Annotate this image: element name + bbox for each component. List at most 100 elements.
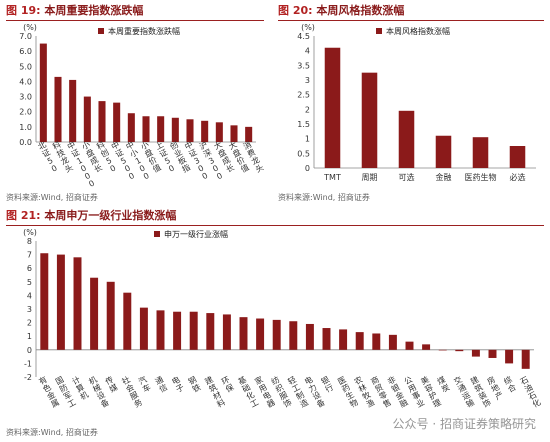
unit-label: (%)	[301, 23, 315, 32]
x-tick-label: 中证1000	[65, 139, 97, 190]
bar	[201, 120, 209, 142]
chart-title: 图 20: 本周风格指数涨幅	[278, 2, 404, 19]
bar-chart-fig21: (%) -2 -1 0 1 2 3 4 5 6 7 8 申万一级行业涨幅有色金属国防军工计算机机械设备传…	[23, 228, 542, 409]
unit-label: (%)	[23, 23, 37, 32]
y-tick-label: 0.0	[19, 138, 32, 147]
y-tick-label: -2	[24, 373, 32, 382]
x-tick-label: 建筑材料	[203, 374, 227, 409]
bar	[157, 116, 165, 142]
bar	[189, 311, 198, 350]
bar	[398, 110, 415, 168]
x-tick-label: 北证50	[37, 140, 60, 174]
y-tick-label: 0	[305, 164, 310, 173]
x-tick-label: 可选	[399, 172, 415, 182]
figure-label: 图 20:	[278, 4, 313, 17]
title-rule	[6, 20, 264, 21]
bar	[521, 349, 530, 369]
bar	[73, 257, 82, 350]
y-tick-label: 4.0	[19, 77, 32, 86]
x-tick-label: 小盘成长	[81, 140, 104, 174]
x-tick-label: 公用事业	[403, 375, 426, 409]
x-tick-label: 科技龙头	[51, 139, 75, 174]
bar	[222, 314, 231, 350]
y-tick-label: 3.0	[19, 93, 32, 102]
x-tick-label: 医药生物	[336, 375, 359, 409]
y-tick-label: 1.0	[19, 123, 32, 132]
y-tick-label: 3.5	[297, 61, 310, 70]
x-tick-label: 必选	[510, 172, 526, 182]
y-tick-label: 7	[27, 251, 32, 260]
bar	[256, 318, 265, 350]
x-tick-label: 钢铁	[186, 374, 202, 394]
chart-panel-fig20: 图 20: 本周风格指数涨幅 (%) 0 0.5 1 1.5 2 2.5 3 3.5 4 4.5 本周…	[278, 2, 544, 202]
bar	[69, 79, 77, 142]
bar	[245, 126, 253, 142]
legend-swatch	[154, 231, 160, 237]
figure-label: 图 19:	[6, 4, 41, 17]
x-tick-label: 美容护理	[419, 374, 443, 409]
bar	[39, 43, 47, 142]
chart-title: 图 19: 本周重要指数涨跌幅	[6, 2, 143, 19]
legend-label: 本周重要指数涨跌幅	[108, 26, 180, 36]
x-tick-label: 房地产	[485, 374, 505, 402]
x-tick-label: 交通运输	[452, 374, 476, 409]
bar	[388, 334, 397, 350]
unit-label: (%)	[23, 228, 37, 237]
bar	[422, 344, 431, 350]
bar	[186, 119, 194, 142]
x-tick-label: 轻工制造	[286, 374, 310, 409]
bar	[324, 47, 341, 168]
bar-chart-fig19: (%) 0.0 1.0 2.0 3.0 4.0 5.0 6.0 7.0 本周重要指数涨跌幅北证50…	[19, 23, 264, 190]
bar	[361, 72, 378, 168]
y-tick-label: 2.0	[19, 108, 32, 117]
legend-swatch	[98, 28, 104, 34]
bar	[171, 117, 179, 142]
x-tick-label: 电力设备	[303, 374, 327, 409]
bar	[435, 135, 452, 168]
x-tick-label: 中证300	[183, 139, 211, 182]
bar	[488, 349, 497, 358]
y-tick-label: 4.5	[297, 32, 310, 41]
x-tick-label: 通信	[153, 374, 169, 394]
y-tick-label: 3	[305, 76, 310, 85]
x-tick-label: 农林牧渔	[352, 374, 376, 409]
y-tick-label: 2.5	[297, 91, 310, 100]
bar	[173, 311, 182, 350]
source-note: 资料来源:Wind, 招商证券	[6, 428, 98, 437]
figure-title: 本周风格指数涨幅	[316, 4, 405, 17]
chart-panel-fig19: 图 19: 本周重要指数涨跌幅 (%) 0.0 1.0 2.0 3.0 4.0 5.0 6.0…	[6, 2, 264, 202]
bar	[509, 146, 526, 168]
x-tick-label: 机械设备	[87, 374, 111, 409]
bar	[215, 122, 223, 142]
x-tick-label: 大盘成长	[212, 139, 236, 174]
x-tick-label: 计算机	[70, 374, 90, 402]
bar	[239, 317, 248, 350]
bar	[472, 137, 489, 168]
y-tick-label: 7.0	[19, 32, 32, 41]
legend-label: 申万一级行业涨幅	[164, 229, 228, 239]
bar	[405, 341, 414, 350]
x-tick-label: 国防军工	[54, 375, 77, 409]
x-tick-label: 纺织服饰	[269, 374, 293, 409]
x-tick-label: 沪深300	[197, 139, 225, 182]
bar	[83, 96, 91, 142]
y-tick-label: 4	[305, 47, 310, 56]
x-tick-label: 消费龙头	[241, 139, 264, 174]
legend-swatch	[376, 28, 382, 34]
x-tick-label: 汽车	[137, 374, 153, 394]
figure-title: 本周申万一级行业指数涨幅	[44, 209, 177, 222]
figure-label: 图 21:	[6, 209, 41, 222]
y-tick-label: 5.0	[19, 62, 32, 71]
y-tick-label: 5	[27, 278, 32, 287]
bar	[142, 116, 150, 142]
bar	[54, 76, 62, 142]
x-tick-label: 创业板指	[168, 139, 192, 174]
watermark: 公众号 · 招商证券策略研究	[392, 417, 536, 431]
bar	[40, 253, 49, 350]
x-tick-label: 科创50	[95, 139, 119, 174]
y-tick-label: 6.0	[19, 47, 32, 56]
y-tick-label: 0.5	[297, 149, 310, 158]
bar	[505, 349, 514, 364]
bar	[339, 329, 348, 350]
bar	[98, 101, 106, 142]
